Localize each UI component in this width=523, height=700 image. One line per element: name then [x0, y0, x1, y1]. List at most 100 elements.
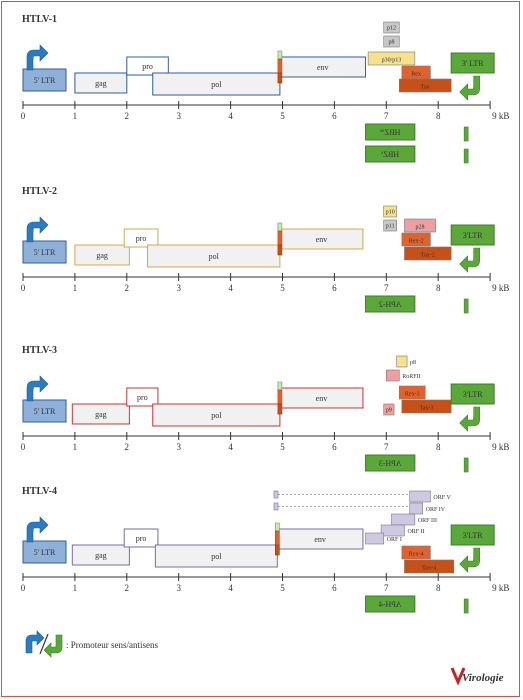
htlv4-antisense-exon-0: [463, 598, 469, 614]
htlv1-pol-box: [152, 72, 281, 96]
htlv2-antisense-label-0: APH-2: [379, 300, 402, 309]
htlv3-gag-box: [71, 403, 130, 425]
htlv4-pro-label: pro: [136, 534, 147, 543]
htlv2-pol-box: [147, 244, 281, 268]
htlv4-gag-label: gag: [95, 551, 107, 560]
htlv3-rorfii-box: [385, 369, 400, 382]
htlv2-p11-box: [383, 219, 397, 232]
htlv3-antisense-exon-0: [463, 457, 469, 473]
htlv1-ltr5-box: [22, 68, 67, 92]
htlv3-p9-box: [383, 403, 395, 416]
htlv4-orf5-label: ORF V: [433, 495, 451, 501]
htlv2-axis-tick-label: 8: [436, 283, 441, 293]
htlv4-axis-tick-label: 7: [384, 583, 389, 593]
htlv1-p30-box: [367, 51, 416, 66]
htlv3-axis-tick-label: 8: [436, 442, 441, 452]
htlv2-p11-label: p11: [386, 224, 395, 230]
htlv2-exon-marker-mid: [277, 230, 283, 246]
htlv1-ltr3-box: [450, 52, 495, 74]
htlv2-p10-label: p10: [386, 210, 395, 216]
htlv2-panel: HTLV-2 5' LTR gag pro pol env p10 p11 p28 Rex-2 Ta…: [21, 186, 509, 314]
htlv2-ltr5-box: [22, 240, 67, 264]
htlv2-tax-box: [404, 246, 452, 261]
legend-label: : Promoteur sens/antisens: [66, 640, 158, 650]
htlv2-p28-box: [404, 218, 436, 233]
htlv2-antisense-promoter-icon: [459, 247, 481, 273]
htlv1-rex-label: Rex: [411, 72, 421, 78]
htlv1-exon-marker-top: [277, 50, 283, 60]
htlv3-rex-label: Rex-3: [405, 392, 420, 398]
htlv3-panel: HTLV-3 5' LTR gag pro pol env p8 RoRFII p9 Rex-3 T…: [21, 345, 509, 473]
htlv3-axis-tick-label: 1: [73, 442, 78, 452]
htlv3-axis-tick-label: 7: [384, 442, 389, 452]
htlv4-ltr3-label: 3'LTR: [463, 531, 483, 540]
htlv4-tax-label: Tax-4: [422, 566, 436, 572]
htlv4-orf1-label: ORF I: [387, 537, 402, 543]
htlv4-orf-start-marker-1: [273, 502, 279, 511]
htlv3-pro-box: [126, 387, 159, 407]
htlv3-rex-box: [398, 385, 426, 400]
htlv2-gag-label: gag: [96, 251, 108, 260]
htlv4-pro-box: [123, 528, 159, 548]
legend: : Promoteur sens/antisens: [25, 630, 158, 658]
htlv3-tax-box: [401, 399, 452, 414]
htlv4-orf4-box: [409, 502, 423, 515]
htlv1-pro-label: pro: [142, 62, 153, 71]
htlv3-p8-box: [396, 355, 408, 368]
htlv2-ltr3-box: [450, 224, 495, 246]
htlv4-axis-tick-label: 8: [436, 583, 441, 593]
htlv2-exon-marker-low: [277, 244, 283, 256]
htlv4-tax-box: [404, 559, 455, 574]
htlv1-sense-promoter-icon: [26, 44, 49, 71]
htlv4-exon-marker-low: [275, 544, 280, 556]
htlv4-antisense-label-0: APH-4: [379, 600, 402, 609]
htlv1-tax-label: Tax: [421, 85, 430, 91]
htlv2-axis-tick-label: 0: [21, 283, 26, 293]
htlv2-p10-box: [383, 205, 397, 218]
htlv4-rex-box: [401, 545, 431, 560]
htlv3-title: HTLV-3: [22, 345, 57, 356]
htlv2-gag-box: [74, 244, 130, 266]
htlv4-orf3-label: ORF III: [418, 518, 437, 524]
htlv2-pro-box: [123, 228, 159, 248]
htlv1-axis-tick-label: 7: [384, 111, 389, 121]
htlv4-axis-unit-label: 9 kB: [492, 583, 509, 593]
htlv4-ltr5-box: [22, 540, 67, 564]
htlv4-title: HTLV-4: [22, 486, 57, 497]
htlv1-antisense-exon-0: [463, 126, 469, 142]
htlv4-axis-tick-label: 6: [332, 583, 337, 593]
htlv1-ltr5-label: 5' LTR: [34, 76, 56, 85]
htlv2-tax-label: Tax-2: [421, 253, 435, 259]
htlv3-axis-tick-label: 3: [176, 442, 181, 452]
htlv3-ltr5-box: [22, 399, 67, 423]
htlv2-antisense-exon-0: [463, 298, 469, 314]
htlv1-p30-label: p30/p13: [382, 58, 402, 64]
htlv3-axis-tick-label: 4: [228, 442, 233, 452]
logo-text: Virologie: [462, 672, 504, 684]
htlv1-axis-tick-label: 0: [21, 111, 26, 121]
htlv1-axis-tick-label: 2: [125, 111, 130, 121]
htlv4-orf2-box: [380, 524, 405, 537]
htlv1-axis-unit-label: 9 kB: [492, 111, 509, 121]
htlv2-pro-label: pro: [136, 234, 147, 243]
htlv1-antisense-promoter-icon: [459, 75, 481, 101]
htlv2-axis-tick-label: 7: [384, 283, 389, 293]
htlv4-orf3-box: [391, 513, 416, 526]
htlv3-antisense-label-0: APH-3: [379, 459, 402, 468]
htlv2-antisense-box-0: [365, 295, 416, 313]
htlv2-axis-tick-label: 4: [228, 283, 233, 293]
htlv1-tax-box: [398, 78, 452, 93]
htlv3-ltr3-label: 3'LTR: [463, 390, 483, 399]
htlv2-ltr3-label: 3'LTR: [463, 231, 483, 240]
htlv1-axis-tick-label: 1: [73, 111, 78, 121]
htlv3-tax-label: Tax-3: [420, 406, 434, 412]
htlv3-axis-tick-label: 5: [280, 442, 285, 452]
htlv4-antisense-box-0: [365, 595, 416, 613]
htlv1-axis-tick-label: 4: [228, 111, 233, 121]
htlv4-axis-tick-label: 3: [176, 583, 181, 593]
htlv2-sense-promoter-icon: [26, 216, 49, 243]
htlv2-pol-label: pol: [209, 252, 220, 261]
virologie-logo: Virologie: [450, 667, 504, 686]
htlv3-exon-marker-top: [277, 381, 283, 391]
